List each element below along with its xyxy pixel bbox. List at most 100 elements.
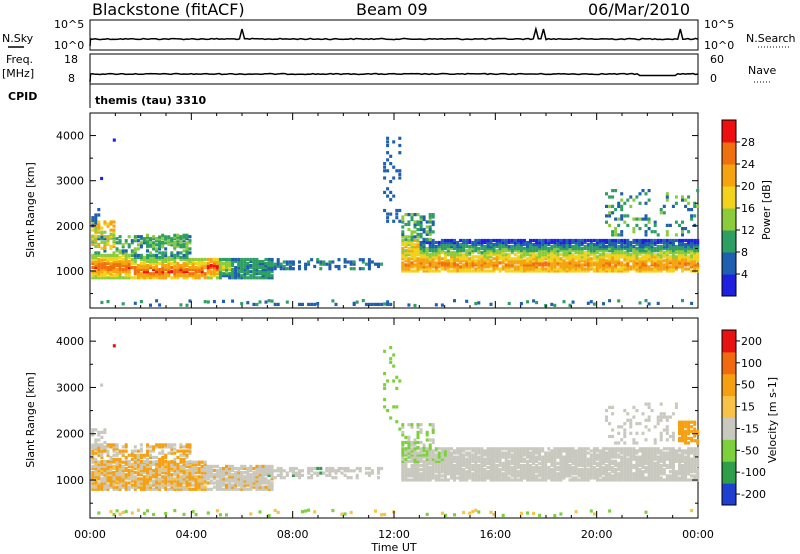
power-cell xyxy=(510,269,514,273)
power-cell xyxy=(422,255,426,259)
power-cell xyxy=(401,230,405,234)
velocity-cell xyxy=(161,443,165,447)
velocity-cell xyxy=(434,465,438,470)
power-cell xyxy=(133,261,137,266)
power-cell xyxy=(270,270,274,274)
velocity-cell xyxy=(264,479,268,483)
power-cell xyxy=(681,269,684,273)
power-cell xyxy=(413,249,417,253)
velocity-cell xyxy=(127,468,131,473)
power-cell xyxy=(194,268,198,272)
power-cell xyxy=(410,230,414,234)
velocity-cell xyxy=(301,473,304,477)
velocity-cell xyxy=(252,485,256,489)
power-cell xyxy=(501,253,505,257)
velocity-cell xyxy=(167,479,171,483)
power-cell xyxy=(687,243,691,247)
power-cell xyxy=(559,247,563,251)
velocity-cell xyxy=(425,474,429,478)
power-cell xyxy=(656,247,660,251)
velocity-cell xyxy=(641,470,645,474)
power-cell xyxy=(264,264,268,268)
velocity-cell xyxy=(592,512,596,516)
power-cell xyxy=(234,274,238,278)
power-cell xyxy=(501,251,505,255)
power-cell xyxy=(550,302,554,306)
velocity-cell xyxy=(443,513,447,517)
power-cell xyxy=(471,247,475,251)
power-cell xyxy=(431,245,435,249)
velocity-cell xyxy=(374,509,377,513)
power-cell xyxy=(200,257,204,262)
power-cell xyxy=(519,269,523,273)
velocity-cell xyxy=(203,460,207,464)
velocity-cell xyxy=(222,483,225,487)
power-cell xyxy=(267,267,271,271)
power-cell xyxy=(553,263,557,267)
velocity-cell xyxy=(538,449,542,453)
velocity-cell xyxy=(580,472,584,476)
velocity-cell xyxy=(228,468,232,473)
velocity-cell xyxy=(574,459,578,463)
power-cell xyxy=(410,247,414,251)
velocity-cell xyxy=(507,455,511,459)
velocity-cell xyxy=(446,455,450,459)
power-cell xyxy=(468,251,472,255)
power-cell xyxy=(620,267,624,271)
velocity-cell xyxy=(234,477,238,481)
velocity-cell xyxy=(641,447,645,451)
velocity-cell xyxy=(483,453,487,457)
velocity-cell xyxy=(139,459,143,464)
power-cell xyxy=(538,253,542,257)
velocity-cell xyxy=(556,472,560,476)
velocity-cell xyxy=(480,449,484,453)
power-cell xyxy=(665,238,669,243)
velocity-cell xyxy=(188,487,192,491)
velocity-cell xyxy=(185,479,189,483)
velocity-cell xyxy=(203,479,207,483)
velocity-cell xyxy=(526,511,529,515)
velocity-cell xyxy=(349,469,353,473)
velocity-cell xyxy=(179,481,183,485)
power-cell xyxy=(544,251,548,255)
power-cell xyxy=(197,276,201,280)
power-cell xyxy=(659,211,663,215)
power-cell xyxy=(173,268,177,272)
power-cell xyxy=(571,240,575,245)
power-cell xyxy=(681,233,684,237)
velocity-cell xyxy=(629,468,633,472)
velocity-cell xyxy=(179,479,183,483)
velocity-cell xyxy=(410,457,414,461)
power-cell xyxy=(97,259,101,264)
velocity-cell xyxy=(468,455,472,459)
power-cell xyxy=(504,240,508,245)
power-cell xyxy=(133,276,137,280)
power-cell xyxy=(416,247,420,251)
velocity-cell xyxy=(589,449,593,453)
velocity-cell xyxy=(124,460,128,464)
power-cell xyxy=(662,238,666,243)
velocity-cell xyxy=(583,476,587,480)
velocity-cell xyxy=(215,464,219,468)
power-cell xyxy=(586,243,590,247)
power-cell xyxy=(237,266,241,270)
velocity-cell xyxy=(188,451,192,455)
power-cell xyxy=(653,267,657,271)
velocity-cell xyxy=(246,479,250,483)
power-cell xyxy=(109,266,113,270)
velocity-cell xyxy=(264,464,268,468)
power-cell xyxy=(316,258,320,262)
velocity-cell xyxy=(629,463,633,468)
power-cell xyxy=(179,255,183,259)
velocity-cell xyxy=(118,485,122,489)
power-cell xyxy=(486,238,490,243)
power-cell xyxy=(516,249,520,253)
velocity-cell xyxy=(218,481,222,485)
velocity-cell xyxy=(413,455,417,459)
power-cell xyxy=(270,268,274,272)
power-cell xyxy=(504,249,508,253)
power-cell xyxy=(264,261,268,266)
velocity-cell xyxy=(240,464,244,468)
velocity-cell xyxy=(115,451,119,455)
power-cell xyxy=(684,259,688,263)
